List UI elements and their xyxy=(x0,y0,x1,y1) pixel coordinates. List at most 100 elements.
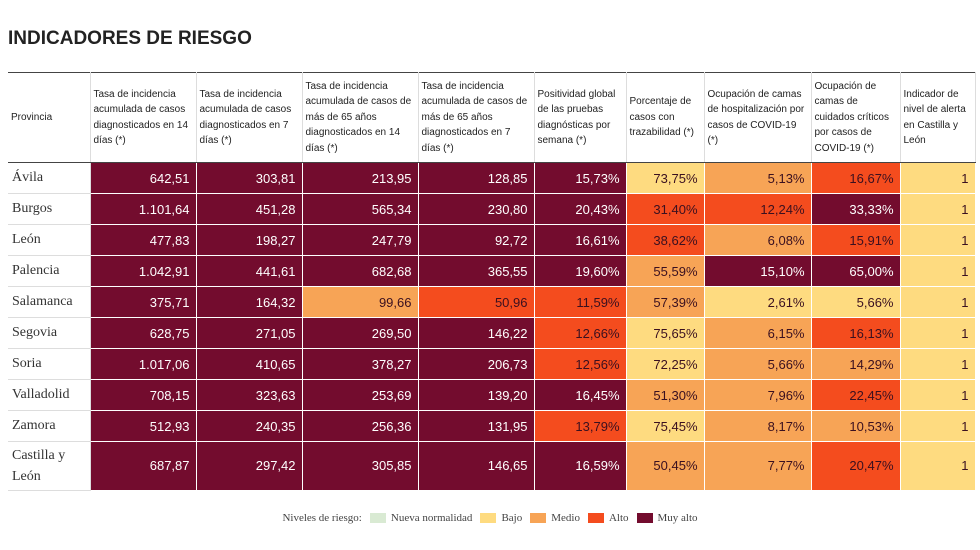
value-cell: 65,00% xyxy=(811,255,901,287)
value-cell: 38,62% xyxy=(626,224,705,256)
page-title: INDICADORES DE RIESGO xyxy=(8,28,252,49)
value-cell: 6,15% xyxy=(704,317,812,349)
value-cell: 55,59% xyxy=(626,255,705,287)
value-cell: 375,71 xyxy=(90,286,197,318)
value-cell: 10,53% xyxy=(811,410,901,442)
value-cell: 13,79% xyxy=(534,410,627,442)
value-cell: 682,68 xyxy=(302,255,419,287)
province-cell: Soria xyxy=(8,348,91,380)
province-cell: Valladolid xyxy=(8,379,91,411)
table-row: Segovia 628,75 271,05 269,50 146,22 12,66% 75,… xyxy=(8,317,976,349)
header-row: Provincia Tasa de incidencia acumulada de… xyxy=(8,72,976,163)
value-cell: 5,66% xyxy=(704,348,812,380)
value-cell: 323,63 xyxy=(196,379,303,411)
value-cell: 642,51 xyxy=(90,162,197,194)
value-cell: 1 xyxy=(900,162,976,194)
value-cell: 271,05 xyxy=(196,317,303,349)
value-cell: 31,40% xyxy=(626,193,705,225)
value-cell: 5,66% xyxy=(811,286,901,318)
value-cell: 139,20 xyxy=(418,379,535,411)
table-row: León 477,83 198,27 247,79 92,72 16,61% 38,62% 6… xyxy=(8,224,976,256)
value-cell: 451,28 xyxy=(196,193,303,225)
value-cell: 1 xyxy=(900,286,976,318)
value-cell: 1.017,06 xyxy=(90,348,197,380)
value-cell: 72,25% xyxy=(626,348,705,380)
value-cell: 51,30% xyxy=(626,379,705,411)
value-cell: 8,17% xyxy=(704,410,812,442)
legend-label: Medio xyxy=(551,512,580,525)
value-cell: 15,10% xyxy=(704,255,812,287)
province-cell: León xyxy=(8,224,91,256)
column-header: Tasa de incidencia acumulada de casos de… xyxy=(302,72,419,163)
value-cell: 1 xyxy=(900,193,976,225)
value-cell: 12,56% xyxy=(534,348,627,380)
legend-swatch xyxy=(530,513,547,524)
legend: Niveles de riesgo: Nueva normalidad Bajo Me… xyxy=(0,512,980,524)
province-cell: Zamora xyxy=(8,410,91,442)
province-cell: Castilla y León xyxy=(8,441,91,491)
value-cell: 146,22 xyxy=(418,317,535,349)
value-cell: 256,36 xyxy=(302,410,419,442)
value-cell: 15,73% xyxy=(534,162,627,194)
value-cell: 33,33% xyxy=(811,193,901,225)
value-cell: 1 xyxy=(900,441,976,491)
value-cell: 15,91% xyxy=(811,224,901,256)
value-cell: 2,61% xyxy=(704,286,812,318)
value-cell: 297,42 xyxy=(196,441,303,491)
value-cell: 365,55 xyxy=(418,255,535,287)
value-cell: 7,96% xyxy=(704,379,812,411)
value-cell: 22,45% xyxy=(811,379,901,411)
value-cell: 16,59% xyxy=(534,441,627,491)
legend-swatch xyxy=(369,513,386,524)
column-header: Ocupación de camas de hospitalización po… xyxy=(704,72,812,163)
value-cell: 1.101,64 xyxy=(90,193,197,225)
province-cell: Salamanca xyxy=(8,286,91,318)
column-header: Provincia xyxy=(8,72,91,163)
value-cell: 441,61 xyxy=(196,255,303,287)
column-header: Tasa de incidencia acumulada de casos di… xyxy=(90,72,197,163)
value-cell: 16,61% xyxy=(534,224,627,256)
table-row: Soria 1.017,06 410,65 378,27 206,73 12,56% 72,… xyxy=(8,348,976,380)
value-cell: 16,67% xyxy=(811,162,901,194)
value-cell: 230,80 xyxy=(418,193,535,225)
value-cell: 19,60% xyxy=(534,255,627,287)
value-cell: 378,27 xyxy=(302,348,419,380)
province-cell: Burgos xyxy=(8,193,91,225)
value-cell: 16,13% xyxy=(811,317,901,349)
value-cell: 240,35 xyxy=(196,410,303,442)
legend-swatch xyxy=(636,513,653,524)
value-cell: 57,39% xyxy=(626,286,705,318)
value-cell: 99,66 xyxy=(302,286,419,318)
risk-table: Provincia Tasa de incidencia acumulada de… xyxy=(8,72,976,491)
value-cell: 1 xyxy=(900,224,976,256)
value-cell: 11,59% xyxy=(534,286,627,318)
value-cell: 628,75 xyxy=(90,317,197,349)
column-header: Indicador de nivel de alerta en Castilla… xyxy=(900,72,976,163)
table-row: Castilla y León 687,87 297,42 305,85 146,65 1… xyxy=(8,441,976,491)
value-cell: 206,73 xyxy=(418,348,535,380)
value-cell: 20,47% xyxy=(811,441,901,491)
column-header: Positividad global de las pruebas diagnó… xyxy=(534,72,627,163)
value-cell: 92,72 xyxy=(418,224,535,256)
province-cell: Palencia xyxy=(8,255,91,287)
province-cell: Segovia xyxy=(8,317,91,349)
value-cell: 303,81 xyxy=(196,162,303,194)
legend-swatch xyxy=(480,513,497,524)
value-cell: 12,24% xyxy=(704,193,812,225)
value-cell: 1 xyxy=(900,379,976,411)
value-cell: 687,87 xyxy=(90,441,197,491)
value-cell: 12,66% xyxy=(534,317,627,349)
province-cell: Ávila xyxy=(8,162,91,194)
column-header: Ocupación de camas de cuidados críticos … xyxy=(811,72,901,163)
table-row: Valladolid 708,15 323,63 253,69 139,20 16,45%… xyxy=(8,379,976,411)
value-cell: 247,79 xyxy=(302,224,419,256)
value-cell: 565,34 xyxy=(302,193,419,225)
value-cell: 164,32 xyxy=(196,286,303,318)
value-cell: 1 xyxy=(900,317,976,349)
value-cell: 75,65% xyxy=(626,317,705,349)
value-cell: 16,45% xyxy=(534,379,627,411)
legend-label: Nueva normalidad xyxy=(390,512,473,525)
value-cell: 20,43% xyxy=(534,193,627,225)
column-header: Porcentaje de casos con trazabilidad (*) xyxy=(626,72,705,163)
